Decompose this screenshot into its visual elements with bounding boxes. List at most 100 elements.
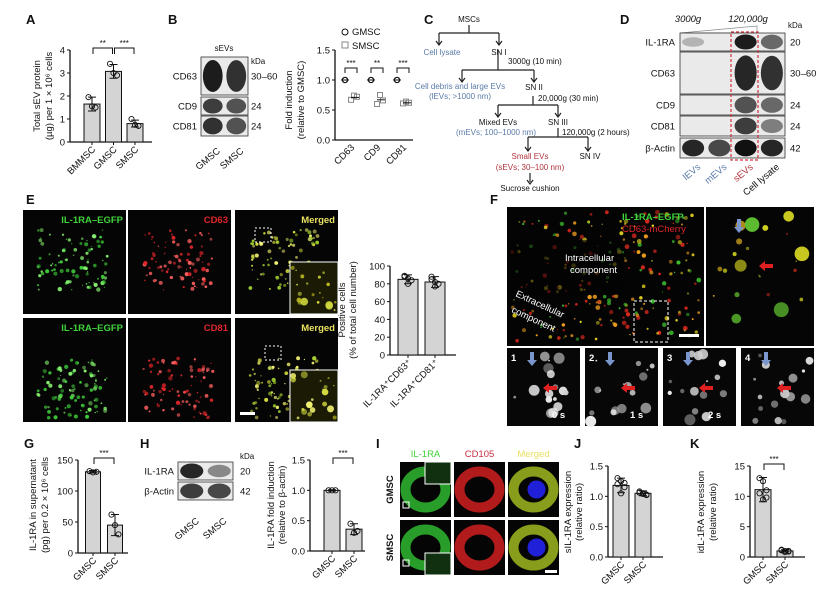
blot-kda-value: 24 xyxy=(251,122,262,133)
micrograph-label: Merged xyxy=(301,215,335,226)
fluorescent-spot xyxy=(567,228,572,233)
fluorescent-spot xyxy=(676,260,681,265)
panel-a: Total sEV protein (µg) per 1 × 10⁶ cells… xyxy=(32,39,152,177)
fluorescent-spot xyxy=(68,371,73,376)
a-ylabel-2: (µg) per 1 × 10⁶ cells xyxy=(44,52,55,141)
i-row-label: GMSC xyxy=(385,475,396,504)
cell-cytoplasm xyxy=(508,466,559,513)
fluorescent-spot xyxy=(66,404,71,409)
fluorescent-spot xyxy=(557,336,561,340)
data-point xyxy=(332,487,339,494)
fluorescent-spot xyxy=(158,370,162,374)
blot-kda-value: 24 xyxy=(790,101,801,112)
fluorescent-spot xyxy=(87,248,92,252)
fluorescent-spot xyxy=(142,367,145,371)
fluorescent-spot xyxy=(271,236,274,239)
b-scatter-chart: 0.0 0.5 1.0 1.5 CD63 *** CD9 ** CD81 *** GMSC SMSC xyxy=(317,27,413,167)
fluorescent-spot xyxy=(795,260,798,263)
fluorescent-spot xyxy=(59,268,64,273)
blot-band xyxy=(226,117,247,135)
data-point xyxy=(128,115,135,123)
fluorescent-spot xyxy=(148,266,151,270)
fluorescent-spot xyxy=(631,233,637,239)
fluorescent-spot xyxy=(45,269,50,274)
fluorescent-spot xyxy=(170,374,174,377)
blot-kda-value: 20 xyxy=(790,38,801,49)
fluorescent-spot xyxy=(310,398,314,402)
fluorescent-spot xyxy=(515,338,519,343)
fluorescent-spot xyxy=(86,239,88,242)
blot-band xyxy=(708,139,731,157)
panel-label-d: D xyxy=(620,12,629,27)
fluorescent-spot xyxy=(162,393,165,396)
fluorescent-spot xyxy=(172,261,177,265)
fluorescent-spot xyxy=(65,280,70,284)
fluorescent-spot xyxy=(248,286,253,290)
fluorescent-spot xyxy=(588,222,590,224)
blot-kda-value: 30–60 xyxy=(790,69,816,80)
fluorescent-spot xyxy=(58,384,63,389)
micrograph-label: Merged xyxy=(301,323,335,334)
fluorescent-spot xyxy=(651,260,653,262)
fluorescent-spot xyxy=(82,365,86,370)
fluorescent-spot xyxy=(319,292,321,294)
fluorescent-spot xyxy=(553,352,565,364)
data-point xyxy=(431,278,439,286)
fluorescent-spot xyxy=(673,271,676,274)
fluorescent-spot xyxy=(165,241,167,243)
fluorescent-spot xyxy=(180,403,182,406)
data-point xyxy=(759,496,767,503)
fluorescent-spot xyxy=(607,298,612,303)
frame-number: 2 xyxy=(589,353,594,364)
fluorescent-spot xyxy=(71,384,76,389)
fluorescent-spot xyxy=(714,374,721,381)
fluorescent-spot xyxy=(55,407,59,411)
fluorescent-spot xyxy=(199,255,202,258)
c-sn1: SN I xyxy=(491,48,507,57)
fluorescent-spot xyxy=(322,388,324,390)
fluorescent-spot xyxy=(589,410,595,416)
fluorescent-spot xyxy=(89,388,94,392)
fluorescent-spot xyxy=(279,273,283,277)
data-point xyxy=(763,494,770,501)
fluorescent-spot xyxy=(684,306,688,310)
fluorescent-spot xyxy=(758,275,761,278)
c-sn3: SN III xyxy=(548,118,568,127)
fluorescent-spot xyxy=(309,407,316,413)
data-point xyxy=(408,277,415,284)
panel-e-chart: Positive cells (% of total cell number) … xyxy=(337,261,456,410)
fluorescent-spot xyxy=(59,374,62,377)
fluorescent-spot xyxy=(277,367,280,370)
fluorescent-spot xyxy=(182,285,185,289)
fluorescent-spot xyxy=(202,411,207,416)
fluorescent-spot xyxy=(254,401,258,405)
b-blot-title: sEVs xyxy=(215,44,234,53)
fluorescent-spot xyxy=(210,384,213,387)
fluorescent-spot xyxy=(53,268,56,271)
bar-IL-1RA⁺CD63⁺ xyxy=(397,278,419,356)
fluorescent-spot xyxy=(193,285,196,288)
error-bar xyxy=(350,523,358,536)
fluorescent-spot xyxy=(310,241,315,246)
fluorescent-spot xyxy=(168,390,171,393)
fluorescent-spot xyxy=(47,410,51,414)
fluorescent-spot xyxy=(691,318,694,321)
fluorescent-spot xyxy=(619,231,624,236)
fluorescent-spot xyxy=(528,311,532,315)
blot-band xyxy=(760,55,783,91)
fluorescent-spot xyxy=(282,401,287,406)
blot-kda-value: 24 xyxy=(251,102,262,113)
fluorescent-spot xyxy=(65,238,68,240)
fluorescent-spot xyxy=(545,396,553,403)
data-point xyxy=(108,511,115,518)
fluorescent-spot xyxy=(680,242,685,247)
h-ylabel-2: (relative to β-actin) xyxy=(277,466,288,545)
fluorescent-spot xyxy=(177,394,181,397)
fluorescent-spot xyxy=(254,415,259,420)
x-tick-label: SMSC xyxy=(333,553,360,580)
fluorescent-spot xyxy=(63,411,66,414)
x-tick-label: SMSC xyxy=(114,144,141,171)
fluorescent-spot xyxy=(153,241,156,244)
